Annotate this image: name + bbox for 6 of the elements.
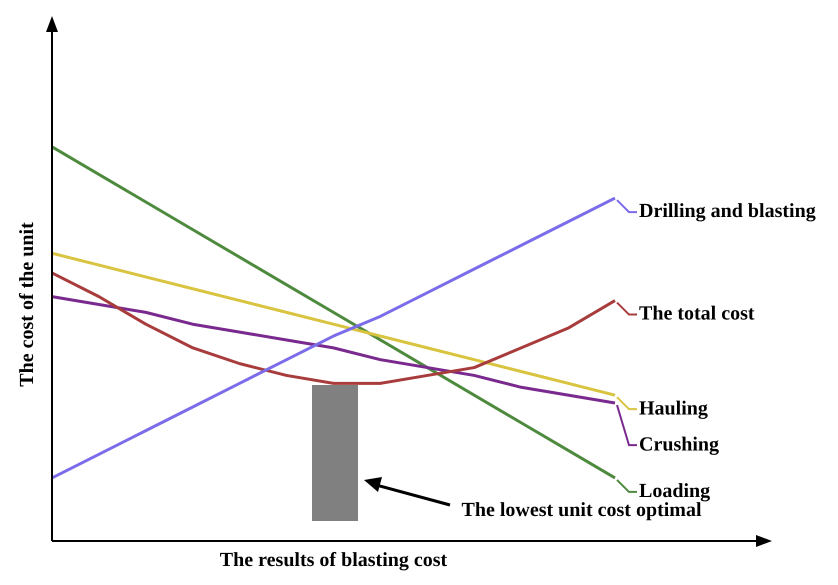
legend-label: The total cost [639, 302, 755, 325]
y-axis-title: The cost of the unit [16, 222, 38, 387]
legend-label: Hauling [639, 397, 708, 420]
x-axis-title: The results of blasting cost [220, 549, 448, 572]
series-label: Crushing [639, 433, 720, 456]
legend-label: Drilling and blasting [639, 200, 816, 222]
